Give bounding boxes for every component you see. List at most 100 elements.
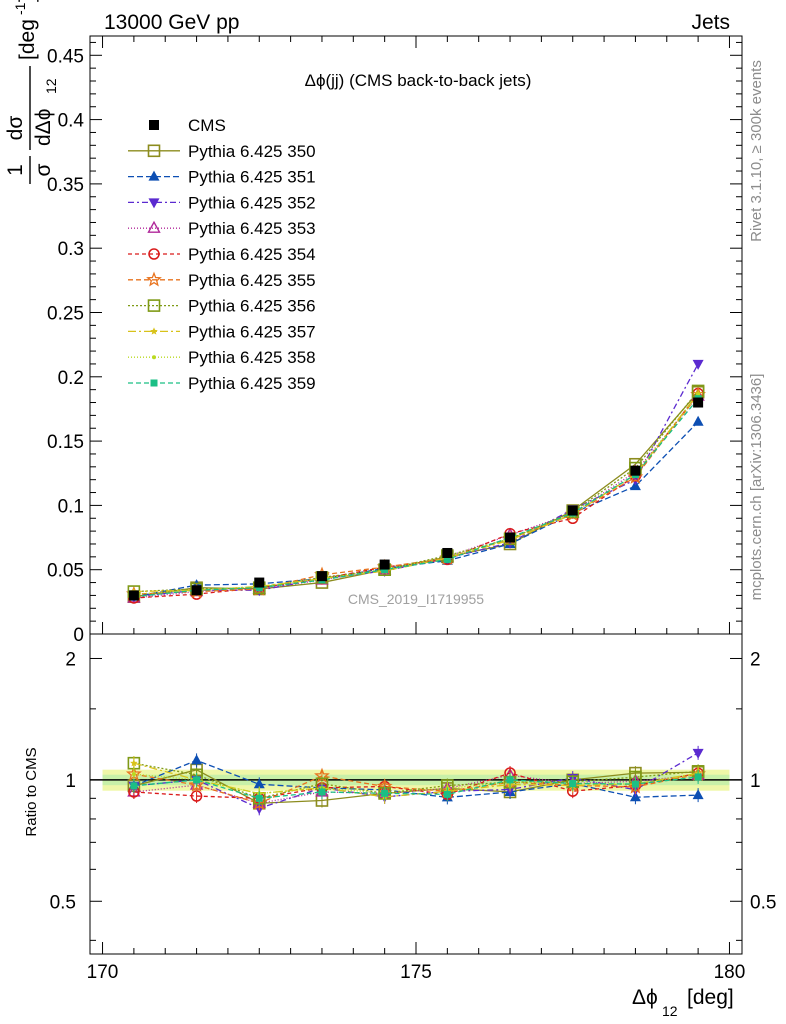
series-2-ratio-line [133,759,699,799]
svg-text:dσ: dσ [4,116,27,141]
legend-marker [148,198,160,209]
legend-label: CMS [188,116,226,135]
svg-text:1: 1 [4,164,27,176]
y-tick-label: 0.1 [58,496,84,517]
series-5-ratio-line [133,772,699,799]
series-5-main [128,387,704,604]
y-tick-label: 0.15 [47,432,84,453]
x-tick-label: 170 [87,962,119,983]
data-point [693,397,704,408]
legend-marker [146,271,162,287]
series-10-point [381,566,389,574]
series-3-point [692,359,704,370]
legend-item-series-5: Pythia 6.425 354 [128,245,316,264]
data-point [191,585,202,596]
y-tick-label: 0.4 [58,111,85,132]
data-point [379,559,390,570]
series-6-ratio-line [133,773,699,804]
axes-ticks: 0 0.05 0.1 0.15 0.2 0.25 0.3 0.35 0.4 0.45 170 175 1… [47,36,776,983]
data-point [316,571,327,582]
series-10-ratio-point [318,788,326,796]
legend-marker [147,299,161,312]
svg-text:dΔϕ: dΔϕ [32,109,55,146]
y-tick-label: 0 [73,625,84,646]
legend-marker [147,144,161,158]
series-5-line [133,393,699,599]
series-10-ratio [130,769,702,806]
svg-text:-1: -1 [12,2,28,15]
data-point [128,590,139,601]
ratio-tick-label: 0.5 [50,892,76,913]
mcplots-label: mcplots.cern.ch [arXiv:1306.3436] [748,374,765,601]
legend-item-series-7: Pythia 6.425 356 [128,297,316,316]
data-point [442,547,453,558]
legend-marker [152,355,156,360]
series-10-ratio-point [130,782,138,790]
legend-item-series-6: Pythia 6.425 355 [128,271,316,290]
series-8-ratio-point [130,759,138,767]
series-8-ratio-line [133,762,699,798]
series-8-line [133,393,699,593]
series-10-ratio-point [694,773,702,781]
y-tick-label: 0.3 [58,239,84,260]
ratio-tick-label-right: 2 [750,649,761,670]
series-3-main [128,359,704,603]
series-6-ratio-point [251,795,268,810]
series-2-ratio-point [692,789,704,800]
series-10-ratio-line [133,776,699,799]
legend-label: Pythia 6.425 350 [188,142,316,161]
ratio-tick-label-right: 0.5 [750,892,776,913]
series-4-main [127,388,705,603]
y-tick-label: 0.05 [47,561,84,582]
y-tick-label: 0.45 [47,46,84,67]
series-10-ratio-point [506,776,514,784]
series-2-ratio-point [191,754,203,765]
svg-text:]: ] [16,0,39,2]
y-tick-label: 0.35 [47,175,84,196]
series-9-ratio-point [131,772,136,777]
svg-text:[deg: [deg [16,19,39,60]
header-right: Jets [691,11,730,34]
series-10-point [443,555,451,563]
legend-label: Pythia 6.425 352 [188,193,316,212]
data-point [505,532,516,543]
series-1-line [133,391,699,598]
ratio-axis-label: Ratio to CMS [23,747,40,836]
series-10-ratio-point [255,794,263,802]
legend-label: Pythia 6.425 357 [188,322,316,341]
legend-marker [150,379,158,387]
legend-item-series-8: Pythia 6.425 357 [128,322,316,341]
x-tick-label: 180 [714,962,746,983]
chart-title: Δϕ(jj) (CMS back-to-back jets) [305,71,532,90]
legend-label: Pythia 6.425 356 [188,297,316,316]
header-left: 13000 GeV pp [104,11,239,34]
legend-item-series-3: Pythia 6.425 352 [128,193,316,212]
legend-item-series-4: Pythia 6.425 353 [128,219,316,238]
ratio-tick-label: 2 [65,649,76,670]
series-10-point [255,584,263,592]
data-points [128,397,704,601]
legend-label: Pythia 6.425 353 [188,219,316,238]
data-point [567,505,578,516]
watermark: CMS_2019_I1719955 [348,591,484,607]
legend: CMS Pythia 6.425 350 Pythia 6.425 351 Pythi… [128,116,316,393]
rivet-label: Rivet 3.1.10, ≥ 300k events [748,60,765,242]
y-tick-label: 0.25 [47,303,84,324]
legend-label: Pythia 6.425 358 [188,348,316,367]
legend-label: Pythia 6.425 355 [188,271,316,290]
series-3-ratio-point [692,748,704,759]
legend-label: Pythia 6.425 351 [188,168,316,187]
y-axis-label: 1 σ dσ dΔϕ 12 [deg -1 ] [4,0,59,184]
series-2-main [128,415,704,601]
legend-item-series-9: Pythia 6.425 358 [128,348,316,367]
y-tick-label: 0.2 [58,368,84,389]
series-10-ratio-point [569,780,577,788]
ratio-tick-label-right: 1 [750,771,761,792]
series-2-line [133,421,699,598]
legend-label: Pythia 6.425 354 [188,245,316,264]
legend-marker [148,170,160,181]
series-2-point [692,415,704,426]
series-7-line [133,390,699,593]
series-10-ratio-point [381,789,389,797]
